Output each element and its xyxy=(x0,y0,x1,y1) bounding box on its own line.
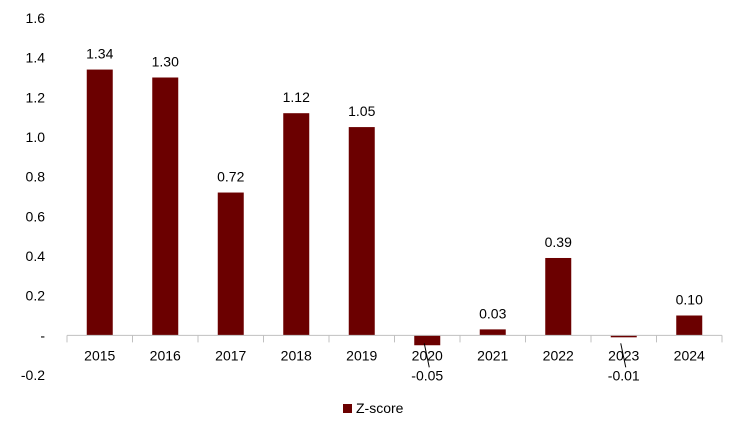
data-label-2019: 1.05 xyxy=(348,103,375,119)
x-tick-label: 2022 xyxy=(543,347,574,363)
data-label-2023: -0.01 xyxy=(608,367,640,383)
y-tick-label: 0.8 xyxy=(26,169,46,185)
x-tick-label: 2019 xyxy=(346,347,377,363)
x-tick-label: 2018 xyxy=(281,347,312,363)
data-label-2017: 0.72 xyxy=(217,169,244,185)
data-label-2021: 0.03 xyxy=(479,305,506,321)
y-tick-label: 1.2 xyxy=(26,89,46,105)
y-tick-label: 0.2 xyxy=(26,288,46,304)
bar-2024 xyxy=(676,315,703,336)
x-tick-label: 2020 xyxy=(412,347,443,363)
bar-2021 xyxy=(479,329,506,336)
data-label-2024: 0.10 xyxy=(676,292,703,308)
x-axis-category-ticks xyxy=(66,335,723,343)
x-tick-label: 2017 xyxy=(215,347,246,363)
bar-2023 xyxy=(610,335,637,338)
x-tick-label: 2021 xyxy=(477,347,508,363)
y-tick-label: -0.2 xyxy=(21,367,45,383)
y-tick-label: 1.4 xyxy=(26,50,46,66)
legend-swatch xyxy=(343,404,352,413)
bar-2016 xyxy=(152,77,179,336)
legend: Z-score xyxy=(343,400,404,416)
x-tick-label: 2024 xyxy=(674,347,705,363)
bars xyxy=(86,69,703,346)
data-labels: 1.34 1.30 0.72 1.12 1.05 -0.05 0.03 0.39 -0.01 0.… xyxy=(86,46,703,384)
y-tick-label: 1.6 xyxy=(26,10,46,26)
y-tick-label: 1.0 xyxy=(26,129,46,145)
bar-2015 xyxy=(86,69,113,336)
x-axis-labels: 2015 2016 2017 2018 2019 2020 2021 2022 2023 2024 xyxy=(84,347,705,363)
data-label-2016: 1.30 xyxy=(152,54,179,70)
y-tick-label: - xyxy=(40,327,45,343)
bar-2022 xyxy=(545,257,572,336)
data-label-2020: -0.05 xyxy=(411,367,443,383)
data-label-2022: 0.39 xyxy=(545,234,572,250)
bar-2017 xyxy=(217,192,244,336)
x-tick-label: 2015 xyxy=(84,347,115,363)
y-tick-label: 0.4 xyxy=(26,248,46,264)
bar-2020 xyxy=(414,335,441,346)
data-label-leader xyxy=(423,343,430,368)
data-label-2015: 1.34 xyxy=(86,46,113,62)
y-axis-ticks: 1.6 1.4 1.2 1.0 0.8 0.6 0.4 0.2 - -0.2 xyxy=(21,10,45,383)
x-tick-label: 2023 xyxy=(608,347,639,363)
bar-2019 xyxy=(348,127,375,336)
y-tick-label: 0.6 xyxy=(26,208,46,224)
data-label-leader xyxy=(620,343,627,368)
data-label-2018: 1.12 xyxy=(283,89,310,105)
legend-label-z-score: Z-score xyxy=(356,400,404,416)
bar-2018 xyxy=(283,113,310,336)
x-tick-label: 2016 xyxy=(150,347,181,363)
